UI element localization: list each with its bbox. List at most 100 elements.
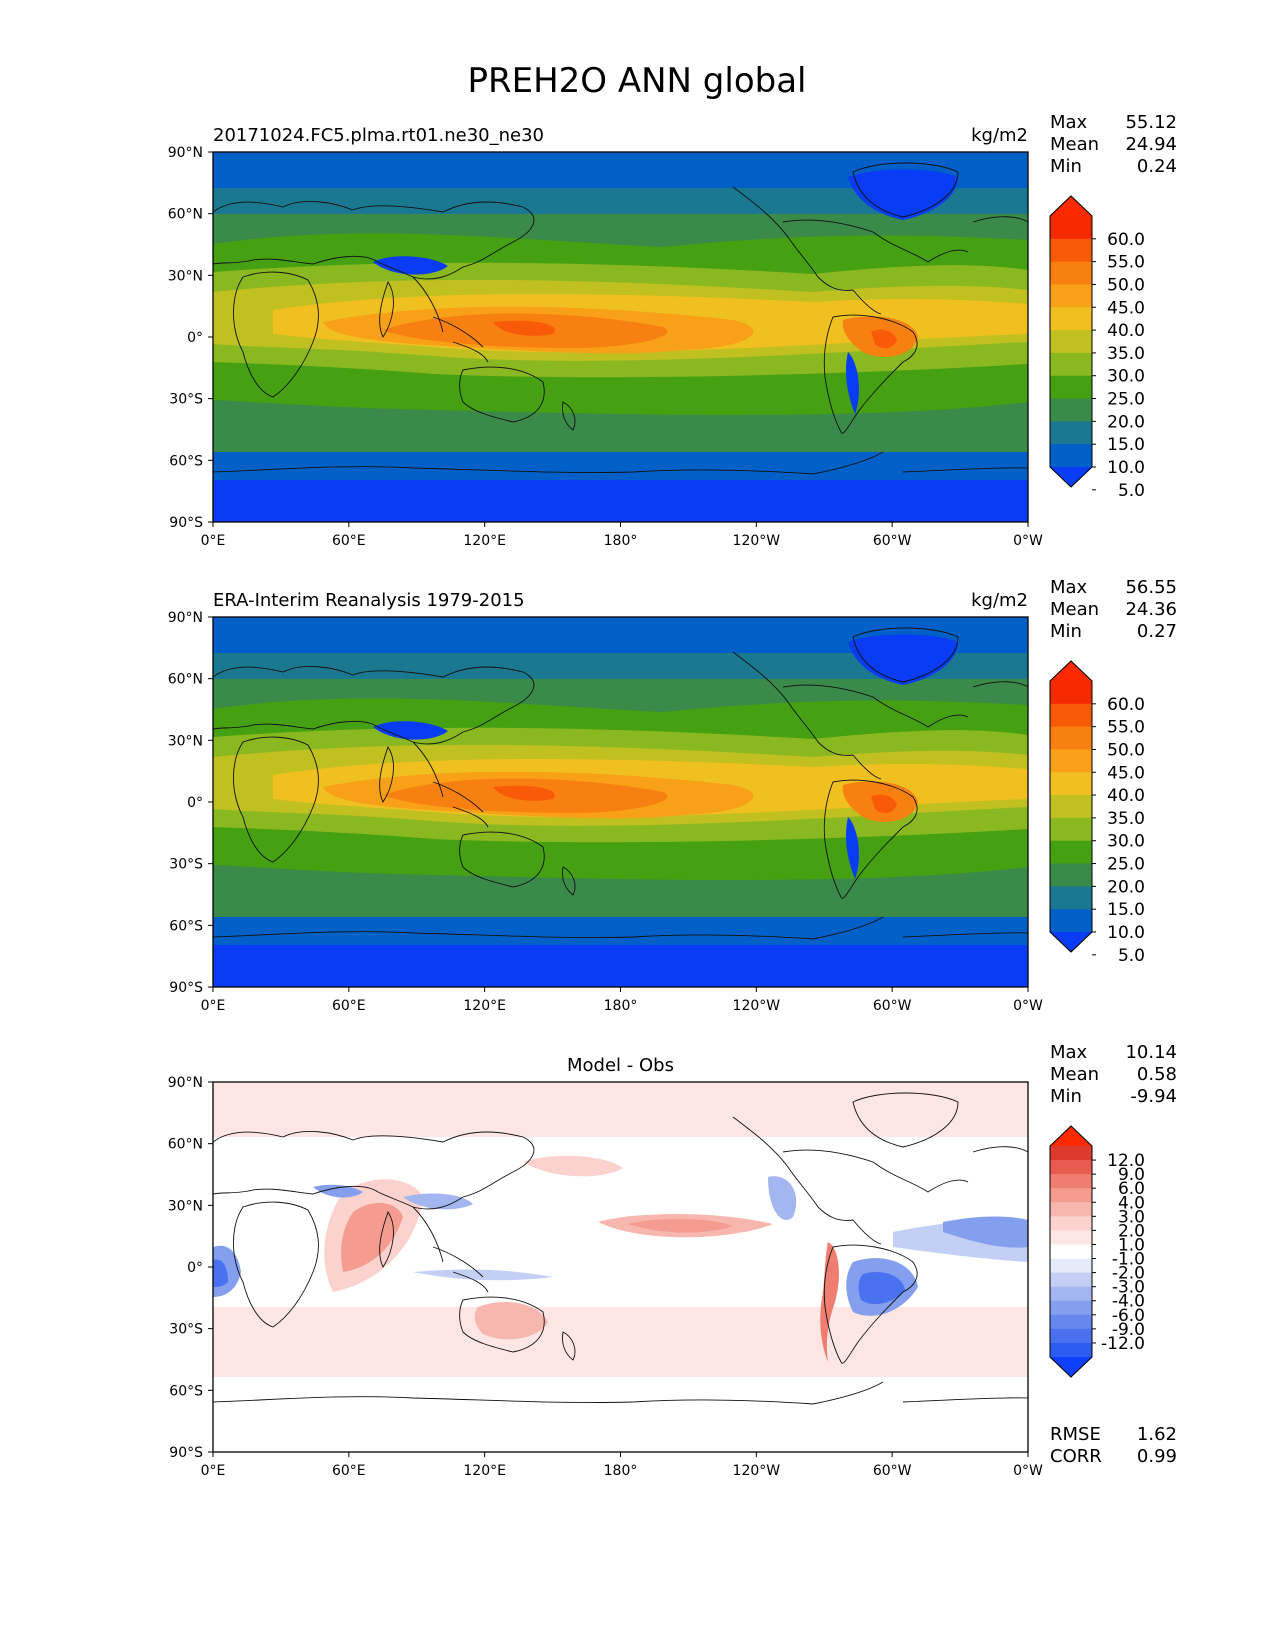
- colorbar-segment: [1050, 817, 1092, 842]
- x-tick-label: 180°: [604, 1463, 638, 1479]
- colorbar-segment: [1050, 1314, 1092, 1330]
- colorbar-segment: [1050, 1300, 1092, 1316]
- panel-left-label: ERA-Interim Reanalysis 1979-2015: [213, 590, 525, 611]
- colorbar-label: -9.0: [1112, 1320, 1145, 1340]
- colorbar-label: 35.0: [1107, 809, 1145, 829]
- colorbar-label: 3.0: [1118, 1207, 1145, 1227]
- colorbar-label: 20.0: [1107, 877, 1145, 897]
- colorbar-label: 15.0: [1107, 435, 1145, 455]
- colorbar-extend-max: [1050, 1126, 1092, 1146]
- panel-units: kg/m2: [971, 125, 1028, 146]
- stat-label: Max: [1050, 112, 1088, 133]
- colorbar-label: -1.0: [1112, 1250, 1145, 1270]
- y-tick-label: 30°N: [168, 1198, 203, 1214]
- y-tick-label: 60°N: [168, 672, 203, 688]
- panel-diff: Model - Obs 0°E 60°E 120°E 180° 120°W 60°W 0°W 9…: [168, 1042, 1177, 1479]
- colorbar-label: 50.0: [1107, 275, 1145, 295]
- stat-value: 24.36: [1125, 599, 1177, 620]
- stat-label: Max: [1050, 1042, 1088, 1063]
- x-tick-label: 0°E: [201, 998, 226, 1014]
- panel-test: 20171024.FC5.plma.rt01.ne30_ne30 kg/m2 0°E…: [168, 112, 1177, 549]
- colorbar-label: 45.0: [1107, 298, 1145, 318]
- y-tick-label: 60°S: [169, 1383, 203, 1399]
- extra-stat-label: RMSE: [1050, 1424, 1101, 1445]
- colorbar-label: -12.0: [1101, 1334, 1145, 1354]
- y-tick-label: 90°N: [168, 145, 203, 161]
- x-tick-label: 120°W: [733, 533, 781, 549]
- stat-label: Mean: [1050, 134, 1099, 155]
- colorbar-segment: [1050, 1244, 1092, 1260]
- colorbar-segment: [1050, 863, 1092, 887]
- y-tick-label: 0°: [187, 330, 203, 346]
- x-tick-label: 120°W: [733, 1463, 781, 1479]
- colorbar-label: 40.0: [1107, 321, 1145, 341]
- y-tick-label: 30°S: [169, 1322, 203, 1338]
- colorbar-label: 45.0: [1107, 763, 1145, 783]
- x-tick-label: 120°W: [733, 998, 781, 1014]
- colorbar-segment: [1050, 444, 1092, 468]
- colorbar-label: 6.0: [1118, 1179, 1145, 1199]
- stats-box: Max 55.12 Mean 24.94 Min 0.24: [1050, 112, 1177, 177]
- colorbar-label: -2.0: [1112, 1264, 1145, 1284]
- colorbar-label: 12.0: [1107, 1151, 1145, 1171]
- panel-left-label: 20171024.FC5.plma.rt01.ne30_ne30: [213, 125, 544, 146]
- stat-value: 0.58: [1137, 1064, 1177, 1085]
- colorbar-segment: [1050, 681, 1092, 705]
- colorbar-label: 1.0: [1118, 1235, 1145, 1255]
- colorbar-segment: [1050, 909, 1092, 933]
- stat-label: Min: [1050, 621, 1082, 642]
- colorbar-extend-min: [1050, 932, 1092, 952]
- x-tick-label: 60°W: [873, 998, 912, 1014]
- stats-box: Max 56.55 Mean 24.36 Min 0.27: [1050, 577, 1177, 642]
- colorbar-extend-min: [1050, 467, 1092, 487]
- map-field: [213, 1082, 1028, 1452]
- y-tick-label: 60°S: [169, 918, 203, 934]
- colorbar-label: 40.0: [1107, 786, 1145, 806]
- extra-stat-value: 1.62: [1137, 1424, 1177, 1445]
- y-tick-label: 30°N: [168, 733, 203, 749]
- x-tick-label: 0°W: [1013, 533, 1043, 549]
- x-tick-label: 120°E: [463, 533, 506, 549]
- colorbar-segment: [1050, 1342, 1092, 1358]
- colorbar-segment: [1050, 795, 1092, 819]
- colorbar-label: -3.0: [1112, 1278, 1145, 1298]
- contour-fill: [213, 1082, 1028, 1452]
- colorbar-segment: [1050, 1202, 1092, 1217]
- contour-fill: [213, 617, 1028, 987]
- colorbar-label: 10.0: [1107, 458, 1145, 478]
- x-tick-label: 180°: [604, 533, 638, 549]
- x-tick-label: 120°E: [463, 998, 506, 1014]
- colorbar-segment: [1050, 1146, 1092, 1161]
- colorbar-segment: [1050, 284, 1092, 308]
- x-tick-label: 60°W: [873, 533, 912, 549]
- colorbar-label: -6.0: [1112, 1306, 1145, 1326]
- panel-center-label: Model - Obs: [567, 1055, 674, 1076]
- stat-label: Max: [1050, 577, 1088, 598]
- colorbar-label: 2.0: [1118, 1221, 1145, 1241]
- colorbar-segment: [1050, 352, 1092, 377]
- colorbar-segment: [1050, 703, 1092, 728]
- colorbar-segment: [1050, 1160, 1092, 1175]
- colorbar-label: 55.0: [1107, 253, 1145, 273]
- y-tick-label: 90°S: [169, 1445, 203, 1461]
- map-field: [213, 617, 1028, 987]
- y-tick-label: 90°S: [169, 980, 203, 996]
- colorbar-label: 25.0: [1107, 855, 1145, 875]
- panels: 20171024.FC5.plma.rt01.ne30_ne30 kg/m20°E…: [168, 112, 1177, 1479]
- colorbar-extend-max: [1050, 196, 1092, 216]
- colorbar-segment: [1050, 216, 1092, 240]
- colorbar-label: 5.0: [1118, 946, 1145, 966]
- colorbar-label: -4.0: [1112, 1292, 1145, 1312]
- colorbar-label: 10.0: [1107, 923, 1145, 943]
- colorbar-label: 5.0: [1118, 481, 1145, 501]
- colorbar-segment: [1050, 1258, 1092, 1274]
- colorbar-segment: [1050, 772, 1092, 796]
- colorbar-segment: [1050, 398, 1092, 422]
- stats-box: Max 10.14 Mean 0.58 Min -9.94 RMSE 1.62 CORR 0.99: [1050, 1042, 1177, 1467]
- colorbar-segment: [1050, 1216, 1092, 1231]
- stat-value: 55.12: [1125, 112, 1177, 133]
- contour-fill: [213, 152, 1028, 522]
- stat-value: -9.94: [1130, 1086, 1177, 1107]
- y-tick-label: 30°N: [168, 268, 203, 284]
- colorbar: 60.0 55.050.0 45.0 40.0 35.0 30.0 25.020.0 15.0…: [1049, 195, 1145, 501]
